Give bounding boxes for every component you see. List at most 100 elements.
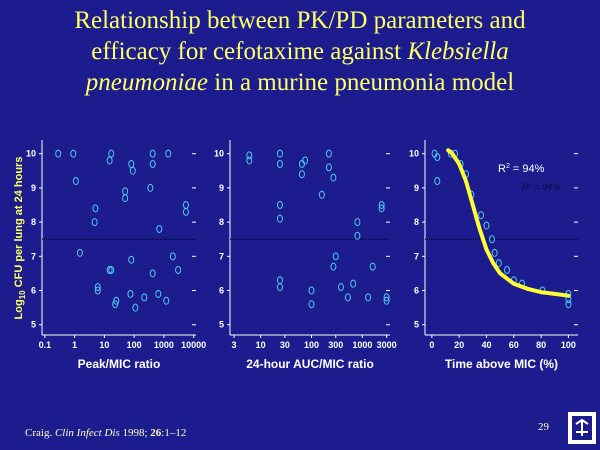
point — [332, 252, 339, 261]
x-tick-label: 1000 — [154, 340, 174, 350]
x-tick-label: 0 — [429, 340, 434, 350]
logo — [568, 412, 596, 444]
point — [182, 201, 189, 209]
x-tick-label: 0.1 — [39, 340, 52, 350]
point — [169, 252, 176, 261]
point — [383, 293, 390, 302]
title-segment: pneumoniae — [84, 69, 208, 96]
point — [92, 204, 99, 213]
annotation: R2 = 94% — [522, 182, 560, 192]
logo-glyph — [575, 418, 589, 436]
annotation-rest: = 94% — [532, 182, 560, 192]
point — [55, 149, 62, 158]
point — [175, 266, 182, 274]
citation-segment: 26 — [150, 427, 162, 439]
y-tick-label: 5 — [219, 320, 224, 330]
y-label-sub: 10 — [18, 290, 27, 299]
x-axis-label: Time above MIC (%) — [445, 357, 558, 371]
point — [369, 262, 376, 271]
x-tick-label: 1000 — [352, 340, 372, 350]
point — [127, 289, 134, 298]
y-tick-label: 9 — [414, 183, 419, 193]
point — [434, 177, 441, 186]
annotation: R2 = 94% — [498, 163, 545, 175]
point — [129, 166, 136, 175]
title-line: pneumoniae in a murine pneumonia model — [84, 69, 514, 96]
point — [276, 159, 283, 168]
y-tick-label: 9 — [31, 183, 36, 193]
point — [276, 214, 283, 223]
y-tick-label: 10 — [26, 149, 36, 159]
y-tick-label: 8 — [31, 217, 36, 227]
title-segment: in a murine pneumonia model — [208, 69, 514, 96]
y-tick-label: 5 — [414, 320, 419, 330]
y-tick-label: 7 — [31, 251, 36, 261]
y-tick-label: 6 — [414, 286, 419, 296]
point — [308, 300, 315, 309]
title-line: efficacy for cefotaxime against Klebsiel… — [91, 38, 508, 65]
y-label-rest: CFU per lung at 24 hours — [13, 157, 25, 291]
citation-segment: :1–12 — [161, 427, 186, 439]
point — [246, 156, 253, 165]
x-tick-label: 60 — [509, 340, 519, 350]
x-tick-label: 100 — [561, 340, 576, 350]
fit-curve — [446, 148, 571, 298]
point — [488, 235, 495, 244]
point — [155, 289, 162, 298]
y-tick-label: 6 — [31, 286, 36, 296]
point — [132, 303, 139, 312]
annotation-text: R — [522, 182, 529, 192]
y-tick-label: 8 — [414, 217, 419, 227]
point — [434, 153, 441, 162]
annotation-sup: 2 — [528, 182, 533, 188]
x-tick-label: 40 — [481, 340, 491, 350]
point — [94, 283, 101, 292]
y-tick-label: 10 — [409, 149, 419, 159]
point — [70, 149, 77, 158]
point — [483, 221, 490, 230]
point — [106, 156, 113, 165]
x-tick-label: 10 — [99, 340, 109, 350]
point — [325, 163, 332, 172]
x-tick-label: 10 — [256, 340, 266, 350]
citation-segment: Clin Infect Dis — [55, 427, 120, 439]
y-tick-label: 7 — [414, 251, 419, 261]
point — [503, 266, 510, 274]
x-tick-label: 3 — [232, 340, 237, 350]
point — [350, 279, 357, 288]
y-tick-label: 6 — [219, 286, 224, 296]
y-tick-label: 5 — [31, 320, 36, 330]
x-tick-label: 20 — [454, 340, 464, 350]
point — [149, 159, 156, 168]
annotation-text: R — [498, 163, 506, 175]
citation-segment: 1998; — [120, 427, 151, 439]
point — [276, 149, 283, 158]
point — [378, 204, 385, 213]
point — [122, 194, 129, 203]
x-axis-label: Peak/MIC ratio — [78, 357, 161, 371]
x-axis-label: 24-hour AUC/MIC ratio — [246, 357, 374, 371]
point — [318, 190, 325, 199]
point — [141, 293, 148, 302]
point — [344, 293, 351, 302]
point — [383, 296, 390, 305]
y-tick-label: 8 — [219, 217, 224, 227]
point — [491, 248, 498, 257]
point — [72, 177, 79, 186]
point — [156, 224, 163, 233]
point — [354, 231, 361, 240]
x-tick-label: 30 — [280, 340, 290, 350]
y-tick-label: 10 — [214, 149, 224, 159]
x-tick-label: 100 — [127, 340, 142, 350]
title-line: Relationship between PK/PD parameters an… — [74, 7, 526, 34]
point — [378, 201, 385, 209]
x-tick-label: 100 — [304, 340, 319, 350]
point — [128, 255, 135, 264]
page-number: 29 — [538, 421, 550, 433]
point — [478, 211, 485, 220]
point — [91, 218, 98, 227]
point — [94, 286, 101, 295]
x-tick-label: 10000 — [181, 340, 206, 350]
